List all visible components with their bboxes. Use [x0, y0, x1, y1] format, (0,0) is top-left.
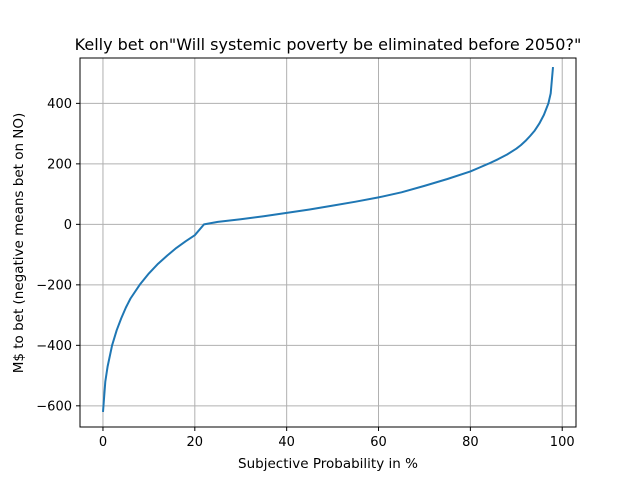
y-tick-label: −600	[36, 399, 72, 414]
y-tick-label: 200	[47, 157, 72, 172]
y-tick-label: 0	[64, 218, 72, 233]
series-layer	[102, 67, 554, 412]
series-line	[102, 67, 554, 412]
y-tick-labels: −600 −400 −200 0 200 400	[36, 97, 72, 414]
x-tick-label: 40	[278, 435, 295, 450]
y-tick-label: −400	[36, 339, 72, 354]
y-tick-label: 400	[47, 97, 72, 112]
x-axis-label: Subjective Probability in %	[238, 456, 418, 472]
x-tick-label: 20	[187, 435, 204, 450]
x-tick-label: 60	[370, 435, 387, 450]
y-tick-label: −200	[36, 278, 72, 293]
x-tick-labels: 0 20 40 60 80 100	[99, 435, 575, 450]
tick-marks	[76, 102, 563, 431]
grid	[80, 58, 576, 427]
plot-area-frame	[79, 57, 577, 428]
chart-title: Kelly bet on"Will systemic poverty be el…	[75, 35, 582, 54]
x-tick-label: 0	[99, 435, 107, 450]
x-tick-label: 100	[550, 435, 575, 450]
x-tick-label: 80	[462, 435, 479, 450]
y-axis-label: M$ to bet (negative means bet on NO)	[11, 113, 27, 374]
